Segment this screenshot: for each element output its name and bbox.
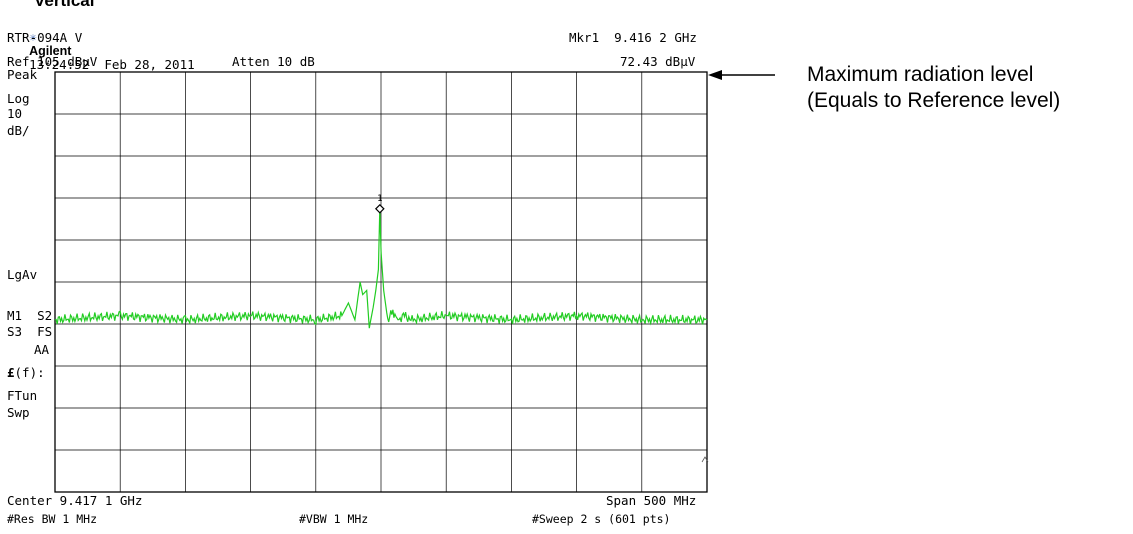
scale-value-label: 10 <box>7 106 23 121</box>
m1s2-label: M1 S2 <box>7 308 53 323</box>
brand-bar: ✳ Agilent 13:24:52 Feb 28, 2011 <box>14 16 195 72</box>
graticule <box>55 72 707 492</box>
annotation-line-1: Maximum radiation level <box>807 63 1034 86</box>
marker-diamond-icon <box>374 203 385 214</box>
center-frequency: Center 9.417 1 GHz <box>7 493 143 508</box>
ff-suffix: (f): <box>14 365 45 380</box>
marker-amplitude: 72.43 dBμV <box>620 54 696 69</box>
annotation-line-2: (Equals to Reference level) <box>807 89 1061 112</box>
scale-unit-label: dB/ <box>7 123 30 138</box>
agilent-logo-icon: ✳ <box>29 29 37 44</box>
attenuation: Atten 10 dB <box>232 54 315 69</box>
ff-label: £(f): <box>7 366 45 380</box>
s3fs-label: S3 FS <box>7 324 53 339</box>
span: Span 500 MHz <box>606 493 697 508</box>
scale-type-label: Log <box>7 91 30 106</box>
marker-readout: Mkr1 9.416 2 GHz <box>569 30 697 45</box>
annotation-arrowhead-icon <box>708 70 722 80</box>
annotation-text: Maximum radiation level (Equals to Refer… <box>807 62 1060 114</box>
resolution-bandwidth: #Res BW 1 MHz <box>7 512 98 526</box>
corner-caret-icon <box>701 456 709 463</box>
plot-border <box>54 71 708 493</box>
detector-label: Peak <box>7 67 38 82</box>
reference-level: Ref 105 dBμV <box>7 54 98 69</box>
ftun-label: FTun <box>7 388 38 403</box>
marker-label: 1 <box>377 194 382 204</box>
marker-layer: 1 <box>374 194 385 214</box>
sweep-info: #Sweep 2 s (601 pts) <box>532 512 671 526</box>
video-bandwidth: #VBW 1 MHz <box>299 512 369 526</box>
aa-label: AA <box>34 342 50 357</box>
device-id: RTR-094A V <box>7 30 83 45</box>
ff-symbol: £ <box>7 365 15 380</box>
swp-label: Swp <box>7 405 30 420</box>
trace-line <box>54 208 708 329</box>
avg-mode-label: LgAv <box>7 267 38 282</box>
timestamp: 13:24:52 Feb 28, 2011 <box>29 57 195 72</box>
partial-title: Vertical <box>34 0 95 10</box>
brand-name: Agilent <box>29 44 72 58</box>
